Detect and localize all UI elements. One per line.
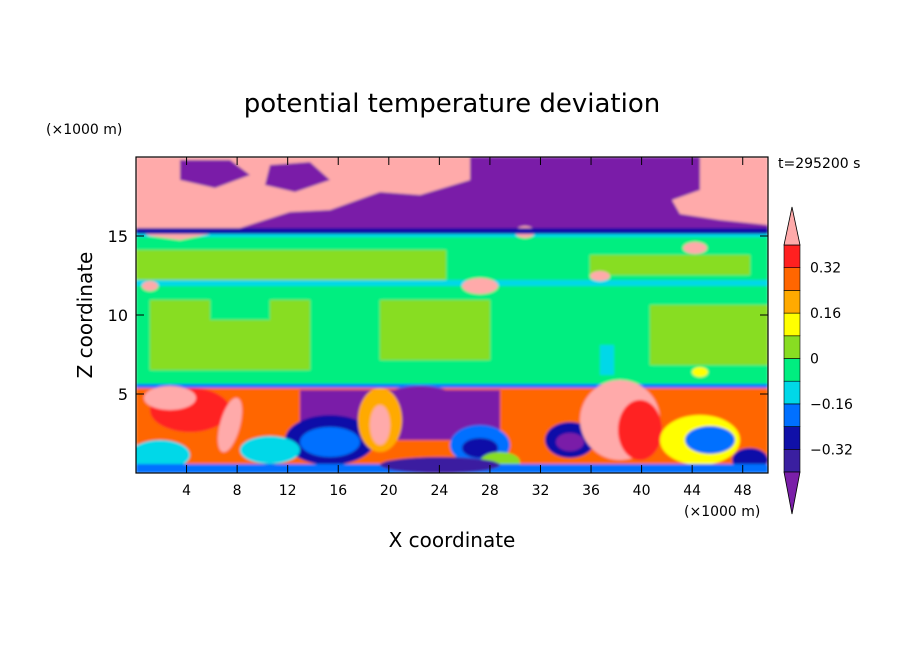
- field-region: [136, 250, 446, 280]
- field-region: [265, 162, 330, 192]
- field-region: [618, 400, 662, 460]
- colorbar-tick-label: −0.32: [810, 442, 853, 458]
- field-region: [217, 397, 243, 453]
- field-region: [590, 255, 750, 275]
- field-region: [650, 305, 768, 365]
- colorbar-segment: [783, 312, 801, 337]
- field-region: [683, 242, 707, 254]
- colorbar-segment: [783, 244, 801, 269]
- field-region: [692, 367, 708, 377]
- field-region: [136, 384, 768, 388]
- field-region: [590, 271, 610, 281]
- field-region: [180, 160, 250, 188]
- x-tick-label: 28: [481, 483, 499, 499]
- colorbar-segment: [783, 267, 801, 291]
- colorbar-segment: [783, 358, 801, 382]
- x-tick-label: 20: [380, 483, 398, 499]
- chart-title: potential temperature deviation: [244, 89, 660, 119]
- y-axis: 5 10 15: [108, 227, 768, 404]
- colorbar-tick-label: 0.16: [810, 306, 841, 322]
- colorbar-segment: [783, 448, 801, 473]
- x-axis: 4 8 12 16 20 24 28 32 36 40 44 48: [182, 157, 752, 499]
- field-region: [136, 232, 768, 237]
- y-tick-label: 5: [118, 385, 128, 404]
- field-region: [380, 457, 500, 473]
- field-region: [210, 300, 270, 320]
- field-region: [142, 281, 158, 291]
- field-region: [556, 433, 584, 451]
- x-tick-label: 16: [329, 483, 347, 499]
- x-tick-label: 8: [233, 483, 242, 499]
- x-tick-label: 32: [532, 483, 550, 499]
- x-tick-label: 44: [683, 483, 701, 499]
- colorbar-segment: [783, 290, 801, 314]
- field-region: [136, 440, 190, 470]
- field-region: [240, 436, 300, 464]
- y-unit-label: (×1000 m): [46, 122, 122, 138]
- colorbar-tick-label: −0.16: [810, 397, 853, 413]
- field-region: [600, 345, 614, 375]
- colorbar-segment: [783, 335, 801, 359]
- colorbar-extend-min: [783, 471, 801, 515]
- field-region: [685, 426, 735, 454]
- colorbar: 0.32 0.16 0 −0.16 −0.32: [783, 206, 853, 515]
- y-tick-label: 10: [108, 306, 128, 325]
- y-axis-label: Z coordinate: [73, 252, 97, 379]
- x-tick-label: 12: [279, 483, 297, 499]
- colorbar-segment: [783, 426, 801, 450]
- colorbar-tick-label: 0: [810, 352, 819, 368]
- x-tick-label: 4: [182, 483, 191, 499]
- y-tick-label: 15: [108, 227, 128, 246]
- field-region: [462, 438, 498, 458]
- x-tick-label: 40: [633, 483, 651, 499]
- field-region: [136, 228, 768, 234]
- time-label: t=295200 s: [778, 156, 860, 172]
- contour-plot-area: [136, 157, 768, 473]
- x-unit-label: (×1000 m): [684, 504, 760, 520]
- x-tick-label: 24: [430, 483, 448, 499]
- colorbar-segment: [783, 403, 801, 427]
- colorbar-extend-max: [783, 206, 801, 246]
- colorbar-tick-label: 0.32: [810, 261, 841, 277]
- field-region: [672, 157, 768, 225]
- colorbar-segment: [783, 380, 801, 405]
- field-region: [370, 405, 390, 445]
- field-region: [300, 427, 360, 457]
- x-tick-label: 48: [734, 483, 752, 499]
- x-tick-label: 36: [582, 483, 600, 499]
- field-region: [462, 278, 498, 294]
- x-axis-label: X coordinate: [389, 528, 516, 552]
- field-region: [380, 300, 490, 360]
- field-region: [136, 280, 768, 286]
- field-region: [144, 386, 196, 410]
